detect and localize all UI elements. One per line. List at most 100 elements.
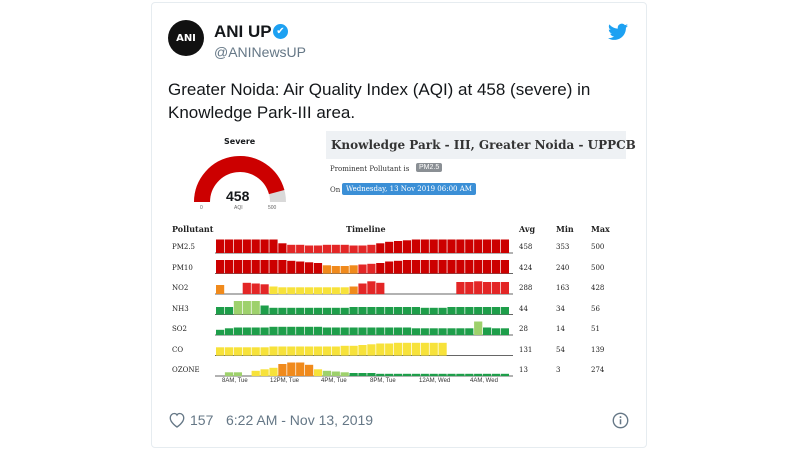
pollutant-name: NO2 — [172, 284, 189, 292]
timeline-bar — [242, 327, 251, 335]
timeline-bar — [287, 244, 296, 254]
timeline-bar — [465, 239, 474, 253]
timeline-bar — [313, 307, 323, 315]
timeline-bar — [438, 307, 447, 315]
timeline-bar — [322, 346, 331, 356]
timeline-bar — [278, 260, 287, 274]
timeline-bar — [233, 347, 242, 356]
timeline-bar — [385, 343, 394, 356]
like-count[interactable]: 157 — [190, 412, 214, 428]
on-label: On — [330, 186, 341, 194]
display-name[interactable]: ANI UP — [214, 22, 272, 41]
timeline-bar — [296, 362, 305, 376]
timeline-bar — [376, 373, 385, 377]
timeline-bar — [269, 326, 278, 336]
like-heart-icon[interactable] — [168, 411, 186, 428]
pollutant-name: CO — [172, 345, 184, 354]
pollutant-avg: 458 — [519, 243, 533, 251]
timeline-bar — [358, 307, 367, 315]
timeline-bar — [483, 307, 492, 315]
timeline-bar — [349, 307, 358, 315]
timeline-bar — [216, 329, 225, 336]
timeline-bar — [251, 370, 260, 377]
timeline-bar — [251, 239, 260, 253]
timeline-bar — [402, 342, 412, 356]
timeline-bar — [447, 307, 456, 315]
axis-label: 8PM, Tue — [370, 378, 396, 384]
timeline-bar — [394, 373, 403, 377]
timeline-bar — [251, 283, 260, 294]
timeline-bar — [402, 240, 412, 254]
timeline-bar — [411, 373, 420, 377]
timeline-bar — [500, 307, 509, 315]
timeline-bar — [349, 265, 358, 274]
timeline-bar — [456, 373, 465, 377]
info-icon[interactable] — [612, 412, 629, 429]
timeline-bar — [216, 347, 225, 356]
timeline-bar — [376, 307, 385, 315]
timeline-bar — [358, 345, 367, 356]
pollutant-min: 240 — [556, 263, 570, 272]
tweet-timestamp[interactable]: 6:22 AM - Nov 13, 2019 — [226, 412, 374, 428]
gauge-min-label: 0 — [200, 205, 203, 211]
timeline-bar — [269, 260, 278, 274]
timeline-bar — [331, 287, 340, 295]
timeline-bar — [394, 342, 403, 356]
timeline-bar — [411, 260, 420, 274]
axis-label: 4PM, Tue — [321, 378, 347, 384]
timeline-bar — [420, 373, 429, 377]
timeline-bar — [376, 343, 385, 356]
timeline-bar — [260, 284, 269, 295]
timeline-bar — [491, 373, 501, 377]
timeline-bar — [402, 327, 412, 335]
timeline-bar — [456, 282, 465, 294]
avatar[interactable]: ANI — [168, 20, 204, 56]
timeline-bar — [438, 342, 447, 356]
timeline-bar — [260, 239, 269, 253]
timeline-bar — [322, 307, 331, 315]
timeline-bar — [500, 282, 509, 294]
timeline-bar — [385, 261, 394, 274]
timeline-bar — [278, 243, 287, 254]
timeline-bar — [296, 244, 305, 254]
timeline-bar — [474, 260, 483, 274]
timeline-bar — [394, 260, 403, 274]
header-timeline: Timeline — [346, 224, 386, 234]
pollutant-min: 34 — [556, 304, 565, 313]
timeline-bar — [322, 287, 331, 295]
timeline-bar — [465, 328, 474, 336]
pollutant-max: 500 — [591, 263, 605, 272]
aqi-unit-label: AQI — [234, 205, 243, 211]
timeline-bar — [224, 239, 234, 253]
pollutant-name: OZONE — [172, 366, 200, 374]
timeline-bar — [287, 346, 296, 356]
twitter-bird-icon[interactable] — [608, 23, 628, 41]
gauge-fill — [194, 156, 285, 203]
timeline-bar — [287, 260, 296, 274]
timeline-bar — [278, 326, 287, 336]
timeline-bar — [349, 327, 358, 335]
timeline-bar — [242, 347, 251, 356]
user-handle[interactable]: @ANINewsUP — [214, 44, 307, 60]
timeline-bar — [296, 307, 305, 315]
pollutant-max: 500 — [591, 243, 605, 251]
timeline-bar — [251, 260, 260, 274]
timeline-bar — [331, 244, 340, 254]
timeline-bar — [474, 321, 483, 335]
pollutant-min: 163 — [556, 284, 570, 292]
timeline-bar — [322, 370, 331, 377]
timeline-bar — [269, 367, 278, 377]
timeline-bar — [331, 327, 340, 335]
timeline-bar — [322, 244, 331, 254]
timeline-bar — [411, 342, 420, 356]
timeline-bar — [269, 307, 278, 315]
timeline-bar — [465, 260, 474, 274]
timeline-bar — [278, 364, 287, 376]
timeline-bar — [483, 282, 492, 294]
timeline-bar — [385, 373, 394, 377]
timeline-bar — [385, 327, 394, 335]
timeline-bar — [420, 342, 429, 356]
timeline-bar — [260, 369, 269, 377]
timeline-bar — [340, 345, 349, 356]
pollutant-max: 51 — [591, 325, 600, 333]
